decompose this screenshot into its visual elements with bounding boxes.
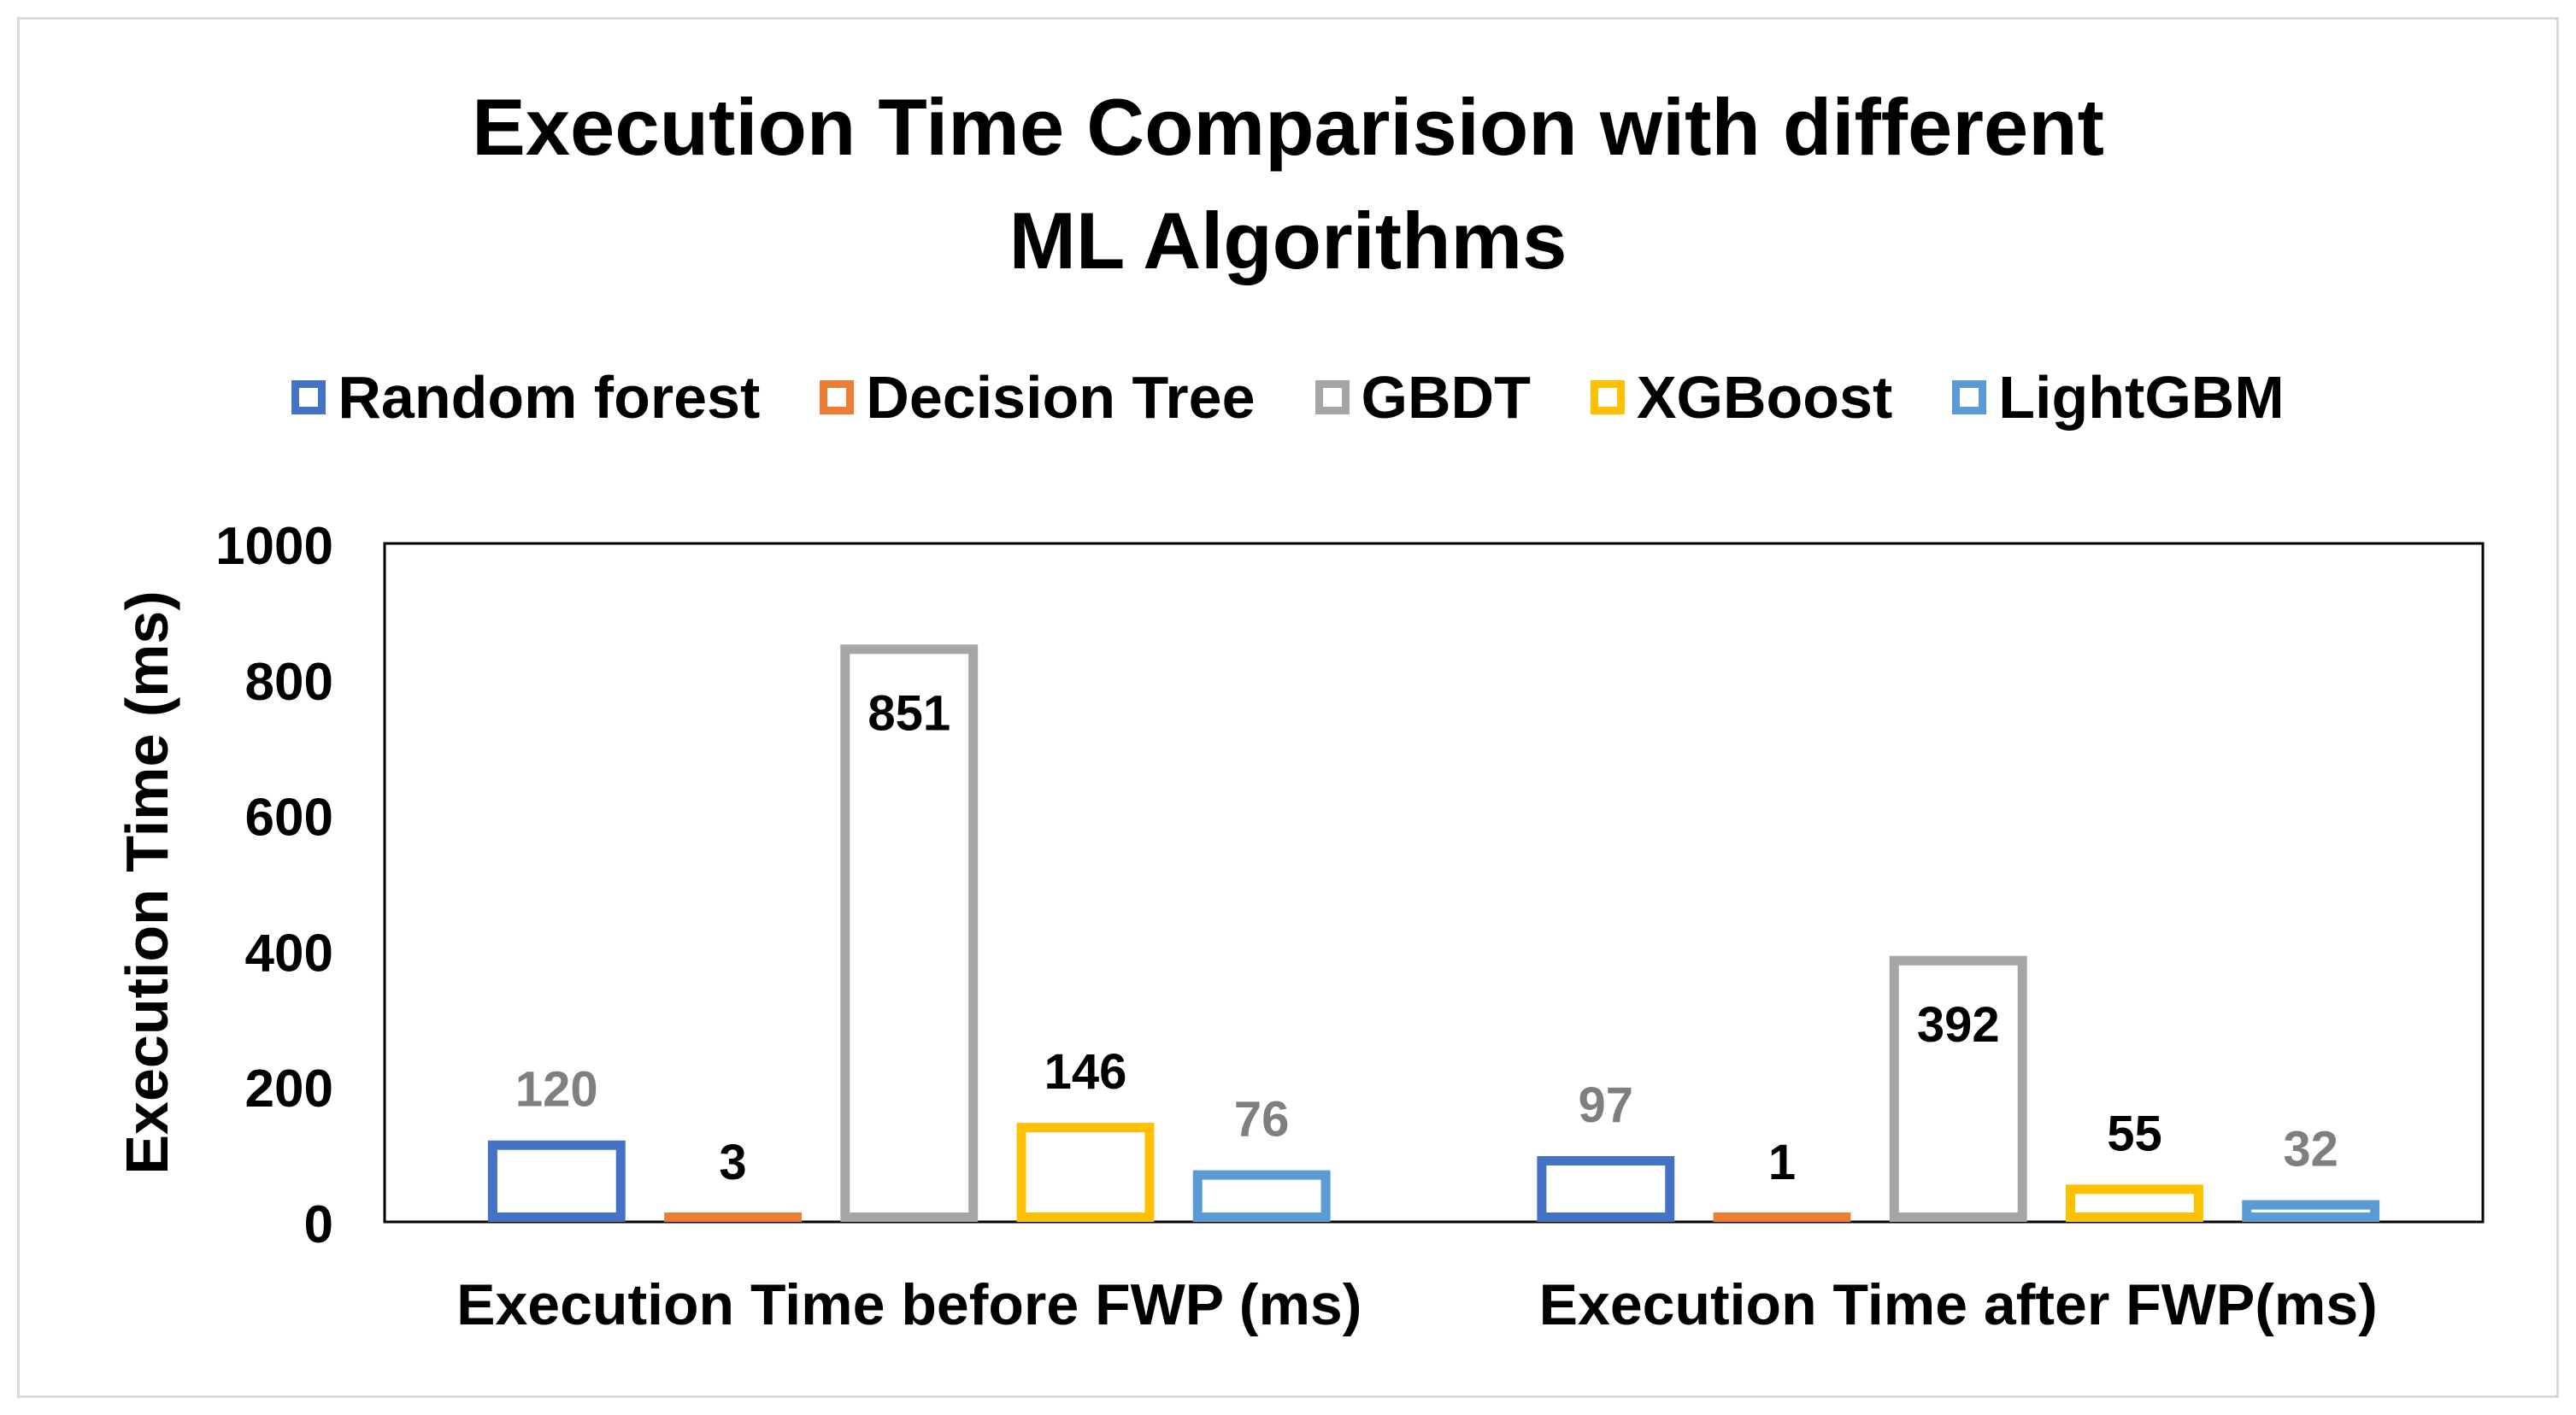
- legend-swatch: [820, 380, 855, 414]
- data-label: 97: [1579, 1077, 1634, 1133]
- data-label: 76: [1234, 1092, 1290, 1148]
- y-tick-label: 600: [245, 789, 333, 848]
- y-tick-label: 400: [245, 924, 333, 983]
- legend-label: GBDT: [1361, 364, 1531, 431]
- bar: [1537, 1155, 1675, 1223]
- legend-swatch: [1952, 380, 1987, 414]
- data-label: 146: [1044, 1044, 1127, 1100]
- data-label: 55: [2107, 1106, 2162, 1161]
- y-tick-label: 0: [304, 1195, 333, 1254]
- legend-item-decision-tree: Decision Tree: [820, 363, 1256, 432]
- legend-item-lightgbm: LightGBM: [1952, 363, 2285, 432]
- chart-title-line-2: ML Algorithms: [1009, 196, 1567, 285]
- x-tick-label: Execution Time before FWP (ms): [456, 1272, 1362, 1337]
- bar: [487, 1140, 626, 1222]
- legend-swatch: [1314, 380, 1350, 414]
- bar: [1889, 955, 2027, 1222]
- data-label: 1: [1768, 1135, 1796, 1190]
- legend-label: XGBoost: [1636, 364, 1893, 431]
- plot-border: [383, 542, 2485, 1224]
- legend-swatch: [1590, 380, 1625, 414]
- data-label: 851: [867, 685, 950, 741]
- legend-swatch: [291, 380, 326, 414]
- legend-item-random-forest: Random forest: [291, 363, 760, 432]
- y-tick-label: 1000: [215, 517, 333, 576]
- chart-frame: [17, 17, 2559, 1398]
- bar: [2066, 1184, 2203, 1222]
- data-label: 120: [515, 1062, 598, 1118]
- legend-label: Decision Tree: [866, 364, 1256, 431]
- data-label: 32: [2283, 1122, 2338, 1177]
- bar: [2242, 1200, 2380, 1223]
- legend-item-gbdt: GBDT: [1314, 363, 1531, 432]
- legend-label: Random forest: [338, 364, 761, 431]
- y-tick-label: 200: [245, 1060, 333, 1118]
- x-tick-label: Execution Time after FWP(ms): [1539, 1272, 2378, 1337]
- legend-label: LightGBM: [1998, 364, 2285, 431]
- chart-title-line-1: Execution Time Comparision with differen…: [472, 82, 2104, 172]
- data-label: 392: [1917, 997, 2000, 1053]
- bar: [1016, 1123, 1155, 1223]
- y-tick-label: 800: [245, 653, 333, 712]
- bar: [1192, 1170, 1331, 1223]
- legend-item-xgboost: XGBoost: [1590, 363, 1893, 432]
- legend: Random forest Decision Tree GBDT XGBoost…: [0, 363, 2576, 432]
- data-label: 3: [719, 1135, 746, 1190]
- bar: [840, 644, 979, 1222]
